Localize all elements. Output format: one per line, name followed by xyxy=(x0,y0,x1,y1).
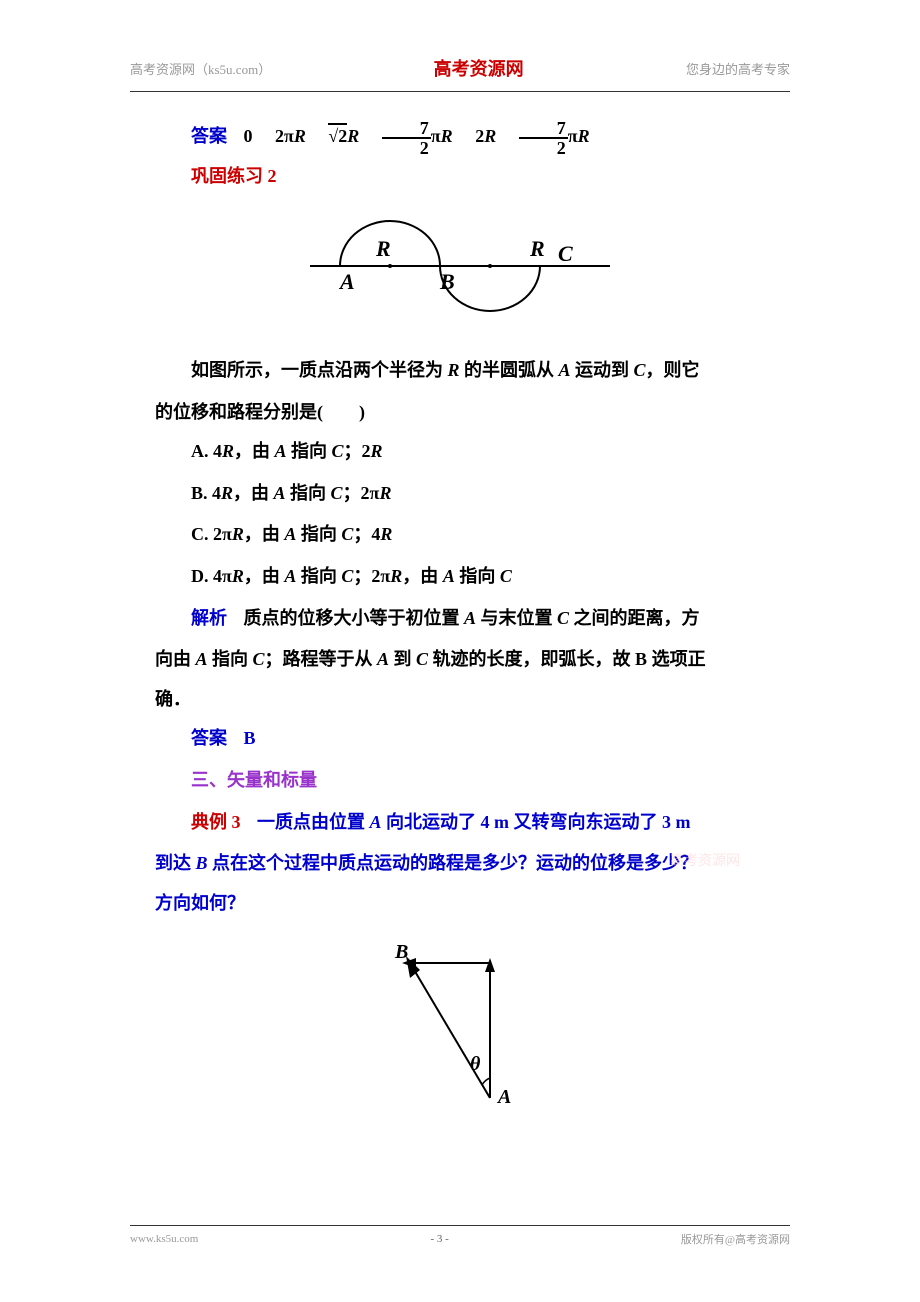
svg-text:R: R xyxy=(529,236,545,261)
svg-text:A: A xyxy=(338,269,355,294)
svg-text:θ: θ xyxy=(470,1053,481,1075)
answer-label: 答案 xyxy=(191,126,227,146)
diagram-semicircles: A B C R R xyxy=(155,211,765,336)
option-C: C. 2πR，由 A 指向 C；4R xyxy=(155,515,765,555)
practice-2-label: 巩固练习 2 xyxy=(155,157,765,197)
option-B: B. 4R，由 A 指向 C；2πR xyxy=(155,474,765,514)
example-3-line1: 典例 3 一质点由位置 A 向北运动了 4 m 又转弯向东运动了 3 m xyxy=(155,803,765,843)
footer-right: 版权所有@高考资源网 xyxy=(681,1231,790,1247)
svg-text:B: B xyxy=(439,269,455,294)
answer-val-1: 2πR xyxy=(275,126,306,146)
footer-left: www.ks5u.com xyxy=(130,1233,198,1245)
header-left: 高考资源网（ks5u.com） xyxy=(130,59,271,78)
triangle-svg: B A θ xyxy=(360,938,560,1108)
diagram-triangle: B A θ xyxy=(155,938,765,1123)
svg-text:C: C xyxy=(558,241,573,266)
semicircle-svg: A B C R R xyxy=(300,211,620,321)
answer-val-2: √2R xyxy=(328,126,359,146)
explanation-line2: 向由 A 指向 C；路程等于从 A 到 C 轨迹的长度，即弧长，故 B 选项正 xyxy=(155,640,765,680)
explanation-line3: 确． xyxy=(155,680,765,720)
content-area: 答案 0 2πR √2R 72πR 2R 72πR 巩固练习 2 A B C R… xyxy=(0,92,920,1123)
question-1-line1: 如图所示，一质点沿两个半径为 R 的半圆弧从 A 运动到 C，则它 xyxy=(155,351,765,391)
section-3-label: 三、矢量和标量 xyxy=(155,761,765,801)
example-3-line3: 方向如何？ xyxy=(155,884,765,924)
explanation-line1: 解析 质点的位移大小等于初位置 A 与末位置 C 之间的距离，方 xyxy=(155,599,765,639)
footer-pagenum: - 3 - xyxy=(430,1233,448,1245)
svg-text:B: B xyxy=(394,941,408,963)
option-A: A. 4R，由 A 指向 C；2R xyxy=(155,432,765,472)
svg-text:A: A xyxy=(496,1086,511,1108)
answer-val-4: 2R xyxy=(475,126,496,146)
header-center: 高考资源网 xyxy=(434,55,524,81)
option-D: D. 4πR，由 A 指向 C；2πR，由 A 指向 C xyxy=(155,557,765,597)
answer-val-5: 72πR xyxy=(519,126,590,146)
question-1-line2: 的位移和路程分别是( ) xyxy=(155,393,765,433)
footer-divider xyxy=(130,1225,790,1226)
page-footer: www.ks5u.com - 3 - 版权所有@高考资源网 xyxy=(0,1225,920,1247)
page-header: 高考资源网（ks5u.com） 高考资源网 您身边的高考专家 xyxy=(0,0,920,86)
svg-text:R: R xyxy=(375,236,391,261)
answer-2: 答案 B xyxy=(155,719,765,759)
header-right: 您身边的高考专家 xyxy=(686,59,790,78)
answer-1: 答案 0 2πR √2R 72πR 2R 72πR xyxy=(155,117,765,157)
answer-val-3: 72πR xyxy=(382,126,453,146)
watermark: 高考资源网 xyxy=(670,850,740,870)
answer-val-0: 0 xyxy=(244,126,253,146)
